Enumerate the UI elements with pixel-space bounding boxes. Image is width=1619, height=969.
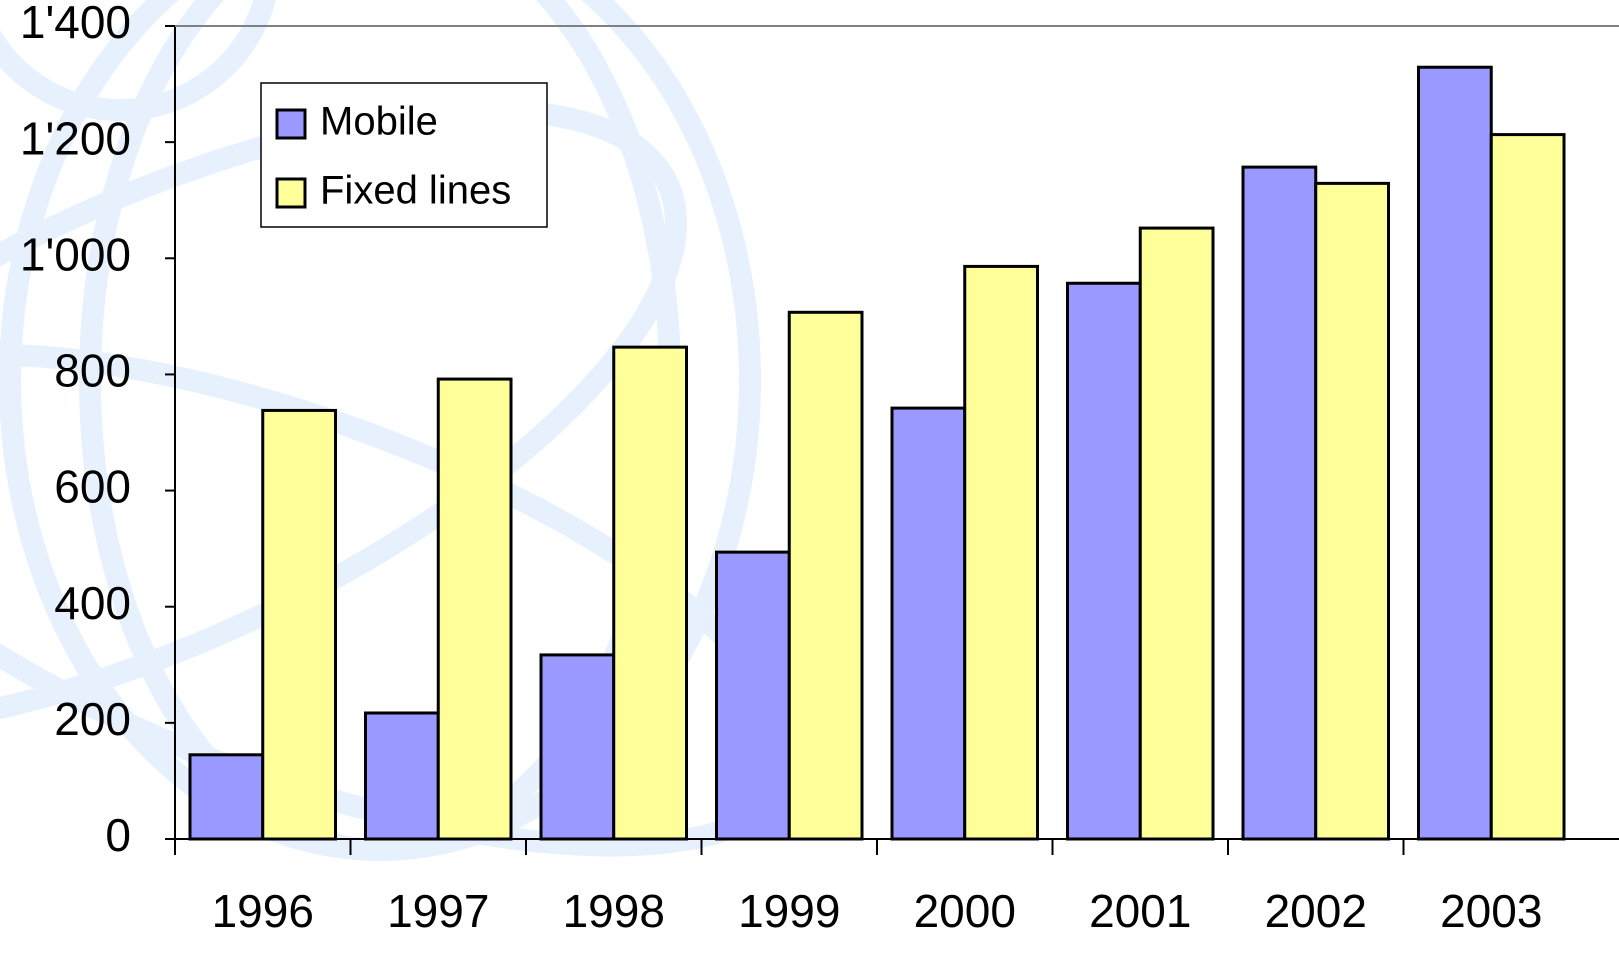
y-tick-label: 1'000 bbox=[20, 228, 131, 280]
bar bbox=[1066, 281, 1142, 841]
bar bbox=[963, 264, 1039, 841]
y-tick-label: 800 bbox=[54, 345, 131, 397]
x-tick-label: 1999 bbox=[738, 885, 840, 937]
y-tick-label: 400 bbox=[54, 577, 131, 629]
y-tick-label: 600 bbox=[54, 461, 131, 513]
x-tick-label: 2002 bbox=[1265, 885, 1367, 937]
bar bbox=[1417, 65, 1493, 841]
x-tick-label: 2001 bbox=[1089, 885, 1191, 937]
bar bbox=[188, 753, 265, 841]
y-tick-label: 1'200 bbox=[20, 112, 131, 164]
bar bbox=[539, 653, 616, 841]
legend-box bbox=[260, 82, 548, 228]
bar bbox=[1489, 133, 1566, 841]
bar bbox=[890, 406, 967, 841]
x-tick-label: 2003 bbox=[1440, 885, 1542, 937]
bar bbox=[612, 345, 688, 841]
x-tick-label: 2000 bbox=[914, 885, 1016, 937]
y-tick-label: 0 bbox=[105, 809, 131, 861]
bar bbox=[1241, 165, 1318, 841]
y-tick-label: 1'400 bbox=[20, 0, 131, 48]
bar bbox=[261, 408, 337, 841]
bar bbox=[787, 310, 864, 841]
legend-swatch bbox=[275, 108, 307, 140]
x-tick-label: 1996 bbox=[212, 885, 314, 937]
y-tick-label: 200 bbox=[54, 693, 131, 745]
legend-swatch bbox=[275, 177, 307, 209]
legend-label: Fixed lines bbox=[320, 169, 511, 213]
x-tick-label: 1998 bbox=[563, 885, 665, 937]
bar bbox=[364, 711, 440, 841]
bar bbox=[1138, 226, 1215, 841]
x-tick-label: 1997 bbox=[387, 885, 489, 937]
bar bbox=[715, 550, 791, 841]
bar bbox=[436, 377, 513, 841]
bar bbox=[1314, 181, 1390, 841]
legend-label: Mobile bbox=[320, 100, 438, 144]
